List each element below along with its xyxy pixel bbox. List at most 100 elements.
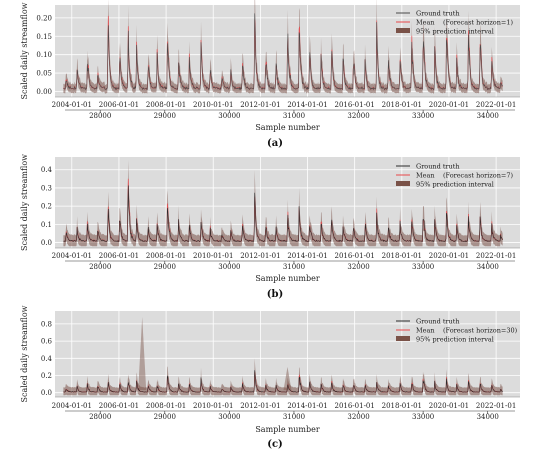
x-tick-label: 29000 bbox=[154, 413, 176, 421]
legend-label-mean: Mean bbox=[416, 327, 435, 335]
y-tick-label: 0.2 bbox=[41, 203, 52, 211]
x-tick-label: 30000 bbox=[218, 263, 240, 271]
legend-swatch-interval bbox=[396, 28, 410, 33]
y-axis-label: Scaled daily streamflow bbox=[20, 305, 29, 402]
legend-label-mean: Mean bbox=[416, 19, 435, 27]
x-tick-label: 28000 bbox=[89, 263, 111, 271]
legend-label-interval: 95% prediction interval bbox=[416, 336, 494, 344]
date-tick-label: 2012-01-01 bbox=[240, 402, 280, 410]
y-tick-label: 0.00 bbox=[36, 88, 52, 96]
legend-forecast-horizon: (Forecast horizon=30) bbox=[443, 327, 518, 335]
date-tick-label: 2004-01-01 bbox=[52, 402, 92, 410]
x-tick-label: 30000 bbox=[218, 413, 240, 421]
x-tick-label: 31000 bbox=[283, 413, 305, 421]
y-tick-label: 0.4 bbox=[41, 166, 53, 174]
x-tick-label: 31000 bbox=[283, 112, 305, 120]
date-tick-label: 2022-01-01 bbox=[476, 252, 516, 260]
y-tick-label: 0.3 bbox=[41, 184, 52, 192]
legend-label-ground-truth: Ground truth bbox=[416, 10, 460, 18]
y-axis-label: Scaled daily streamflow bbox=[20, 2, 29, 99]
x-axis-label: Sample number bbox=[255, 425, 320, 434]
date-tick-label: 2022-01-01 bbox=[476, 101, 516, 109]
date-tick-label: 2008-01-01 bbox=[146, 101, 186, 109]
y-tick-label: 0.0 bbox=[41, 389, 52, 397]
date-tick-label: 2008-01-01 bbox=[146, 252, 186, 260]
date-tick-label: 2020-01-01 bbox=[429, 101, 469, 109]
y-tick-label: 0.10 bbox=[36, 51, 52, 59]
y-tick-label: 0.2 bbox=[41, 372, 52, 380]
x-tick-label: 34000 bbox=[477, 413, 499, 421]
ground-truth-line bbox=[63, 370, 503, 393]
y-tick-label: 0.4 bbox=[41, 355, 53, 363]
date-tick-label: 2006-01-01 bbox=[99, 402, 139, 410]
date-tick-label: 2014-01-01 bbox=[287, 402, 327, 410]
x-tick-label: 33000 bbox=[412, 112, 434, 120]
x-tick-label: 28000 bbox=[89, 413, 111, 421]
x-tick-label: 29000 bbox=[154, 112, 176, 120]
legend-label-ground-truth: Ground truth bbox=[416, 318, 460, 326]
date-tick-label: 2004-01-01 bbox=[52, 101, 92, 109]
panel-label: (a) bbox=[267, 138, 283, 149]
legend-swatch-interval bbox=[396, 336, 410, 341]
x-tick-label: 32000 bbox=[347, 112, 369, 120]
x-tick-label: 33000 bbox=[412, 263, 434, 271]
y-tick-label: 0.8 bbox=[41, 320, 52, 328]
date-tick-label: 2010-01-01 bbox=[193, 402, 233, 410]
date-tick-label: 2010-01-01 bbox=[193, 101, 233, 109]
legend-label-ground-truth: Ground truth bbox=[416, 163, 460, 171]
prediction-interval-spike bbox=[138, 317, 147, 391]
date-tick-label: 2010-01-01 bbox=[193, 252, 233, 260]
date-tick-label: 2014-01-01 bbox=[287, 252, 327, 260]
y-tick-label: 0.1 bbox=[41, 221, 52, 229]
date-tick-label: 2022-01-01 bbox=[476, 402, 516, 410]
x-axis-label: Sample number bbox=[255, 274, 320, 283]
x-tick-label: 34000 bbox=[477, 263, 499, 271]
date-tick-label: 2016-01-01 bbox=[334, 252, 374, 260]
date-tick-label: 2006-01-01 bbox=[99, 252, 139, 260]
x-tick-label: 34000 bbox=[477, 112, 499, 120]
x-tick-label: 32000 bbox=[347, 413, 369, 421]
legend-forecast-horizon: (Forecast horizon=7) bbox=[443, 172, 513, 180]
legend-label-interval: 95% prediction interval bbox=[416, 28, 494, 36]
y-tick-label: 0.6 bbox=[41, 338, 53, 346]
date-tick-label: 2018-01-01 bbox=[382, 101, 422, 109]
y-tick-label: 0.20 bbox=[36, 14, 52, 22]
date-tick-label: 2020-01-01 bbox=[429, 402, 469, 410]
chart-panel-1: 0.00 0.05 0.10 0.15 0.20 2004-01-01 2006-01-01… bbox=[20, 0, 520, 149]
y-tick-label: 0.05 bbox=[36, 70, 52, 78]
x-tick-label: 33000 bbox=[412, 413, 434, 421]
y-tick-label: 0.15 bbox=[36, 33, 52, 41]
y-tick-label: 0.0 bbox=[41, 239, 52, 247]
date-tick-label: 2020-01-01 bbox=[429, 252, 469, 260]
ground-truth-line bbox=[63, 13, 503, 91]
x-tick-label: 28000 bbox=[89, 112, 111, 120]
y-axis-label: Scaled daily streamflow bbox=[20, 154, 29, 251]
date-tick-label: 2012-01-01 bbox=[240, 101, 280, 109]
x-axis-label: Sample number bbox=[255, 123, 320, 132]
panel-label: (c) bbox=[267, 439, 283, 450]
panel-label: (b) bbox=[267, 289, 283, 300]
date-tick-label: 2018-01-01 bbox=[382, 402, 422, 410]
legend-swatch-interval bbox=[396, 181, 410, 186]
ground-truth-line bbox=[63, 185, 503, 243]
x-tick-label: 31000 bbox=[283, 263, 305, 271]
date-tick-label: 2008-01-01 bbox=[146, 402, 186, 410]
date-tick-label: 2018-01-01 bbox=[382, 252, 422, 260]
chart-panel-3: 0.0 0.2 0.4 0.6 0.8 2004-01-01 2006-01-01 2008-… bbox=[20, 305, 520, 450]
legend-label-mean: Mean bbox=[416, 172, 435, 180]
x-tick-label: 29000 bbox=[154, 263, 176, 271]
date-tick-label: 2004-01-01 bbox=[52, 252, 92, 260]
date-tick-label: 2016-01-01 bbox=[334, 402, 374, 410]
x-tick-label: 32000 bbox=[347, 263, 369, 271]
prediction-interval-spike bbox=[283, 366, 292, 391]
date-tick-label: 2012-01-01 bbox=[240, 252, 280, 260]
chart-panel-2: 0.0 0.1 0.2 0.3 0.4 2004-01-01 2006-01-01 2008-… bbox=[20, 154, 520, 300]
date-tick-label: 2016-01-01 bbox=[334, 101, 374, 109]
date-tick-label: 2014-01-01 bbox=[287, 101, 327, 109]
legend-forecast-horizon: (Forecast horizon=1) bbox=[443, 19, 513, 27]
x-tick-label: 30000 bbox=[218, 112, 240, 120]
